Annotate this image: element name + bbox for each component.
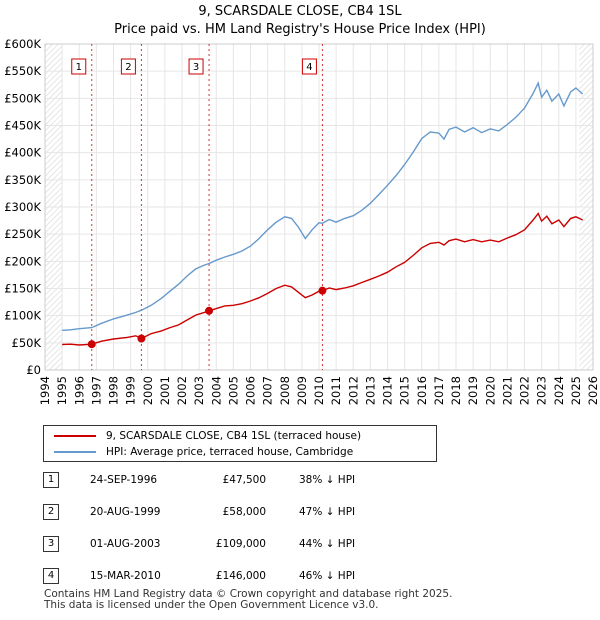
y-tick-label: £350K (4, 173, 41, 187)
sale-marker-box (301, 58, 317, 75)
sale-price: £58,000 (222, 506, 266, 518)
x-tick-label: 1996 (72, 376, 86, 405)
x-tick-label: 1999 (124, 376, 138, 405)
x-tick-label: 2001 (158, 376, 172, 405)
sale-hpi-diff: 46% ↓ HPI (299, 570, 356, 582)
x-tick-label: 1994 (38, 376, 52, 405)
x-tick-label: 2020 (483, 376, 497, 405)
sale-hpi-diff: 47% ↓ HPI (299, 506, 356, 518)
y-tick-label: £200K (4, 254, 41, 268)
x-tick-label: 2025 (569, 376, 583, 405)
y-tick-label: £50K (12, 336, 42, 350)
legend-item-property: 9, SCARSDALE CLOSE, CB4 1SL (terraced ho… (54, 428, 361, 444)
chart-subtitle: Price paid vs. HM Land Registry's House … (114, 22, 486, 37)
footer: Contains HM Land Registry data © Crown c… (44, 589, 452, 611)
sale-marker-label: 2 (125, 62, 131, 73)
x-tick-label: 2000 (141, 376, 155, 405)
sale-point (318, 286, 327, 295)
footer-line-1: Contains HM Land Registry data © Crown c… (44, 588, 453, 600)
x-tick-label: 1995 (55, 376, 69, 405)
x-tick-label: 2005 (226, 376, 240, 405)
sale-marker-label: 1 (43, 472, 59, 488)
sale-price: £146,000 (215, 570, 266, 582)
sale-date: 20-AUG-1999 (90, 506, 161, 518)
x-tick-label: 2026 (586, 376, 600, 405)
sale-date: 15-MAR-2010 (90, 570, 161, 582)
hpi-line (62, 81, 584, 331)
y-tick-label: £400K (4, 146, 41, 160)
legend-label-property: 9, SCARSDALE CLOSE, CB4 1SL (terraced ho… (106, 430, 362, 442)
sale-marker-label: 1 (76, 62, 82, 73)
x-tick-label: 2018 (449, 376, 463, 405)
sale-point (205, 306, 214, 315)
sale-marker-label: 2 (43, 504, 59, 520)
sale-price: £109,000 (215, 538, 266, 550)
sale-hpi-diff: 38% ↓ HPI (299, 474, 356, 486)
legend-item-hpi: HPI: Average price, terraced house, Camb… (54, 444, 353, 460)
sale-marker-label: 4 (43, 568, 59, 584)
y-tick-label: £150K (4, 282, 41, 296)
plot-frame (44, 43, 594, 371)
sale-date: 24-SEP-1996 (90, 474, 158, 486)
x-tick-label: 2024 (552, 376, 566, 405)
plot-area: 1 2 3 4 £0 £50K £100K £150K £200K £250K £300K £350K… (4, 37, 600, 405)
sale-marker-label: 3 (193, 62, 199, 73)
y-tick-label: £500K (4, 91, 41, 105)
sale-point (137, 334, 146, 343)
y-tick-label: £450K (4, 119, 41, 133)
sale-marker-box (188, 58, 204, 75)
x-tick-label: 2017 (432, 376, 446, 405)
sale-marker-label: 4 (306, 62, 312, 73)
legend-swatch-property (54, 435, 96, 437)
legend-label-hpi: HPI: Average price, terraced house, Camb… (106, 446, 354, 458)
chart-title: 9, SCARSDALE CLOSE, CB4 1SL (198, 4, 402, 19)
footer-line-2: This data is licensed under the Open Gov… (44, 599, 379, 611)
y-tick-label: £100K (4, 309, 41, 323)
x-tick-label: 2013 (363, 376, 377, 405)
x-tick-label: 2016 (415, 376, 429, 405)
sale-marker-box (120, 58, 136, 75)
x-tick-label: 2019 (466, 376, 480, 405)
x-tick-label: 2002 (175, 376, 189, 405)
x-tick-label: 2015 (398, 376, 412, 405)
sale-price: £47,500 (222, 474, 266, 486)
property-price-line (62, 212, 583, 346)
x-tick-label: 2011 (329, 376, 343, 405)
x-tick-label: 2012 (346, 376, 360, 405)
y-tick-label: £600K (4, 37, 41, 51)
price-chart: 9, SCARSDALE CLOSE, CB4 1SL Price paid v… (4, 4, 600, 405)
sale-point (87, 340, 96, 349)
y-tick-label: £300K (4, 200, 41, 214)
x-tick-label: 2010 (312, 376, 326, 405)
x-tick-label: 2007 (261, 376, 275, 405)
x-tick-label: 2009 (295, 376, 309, 405)
x-tick-label: 2021 (500, 376, 514, 405)
x-tick-label: 1997 (89, 376, 103, 405)
x-tick-label: 2003 (192, 376, 206, 405)
y-tick-label: £0 (26, 363, 41, 377)
x-tick-label: 1998 (107, 376, 121, 405)
x-tick-label: 2022 (518, 376, 532, 405)
sale-marker-box (71, 58, 87, 75)
y-tick-label: £250K (4, 227, 41, 241)
x-tick-label: 2006 (244, 376, 258, 405)
legend: 9, SCARSDALE CLOSE, CB4 1SL (terraced ho… (43, 425, 437, 462)
y-tick-label: £550K (4, 64, 41, 78)
sale-hpi-diff: 44% ↓ HPI (299, 538, 356, 550)
sale-date: 01-AUG-2003 (90, 538, 161, 550)
x-tick-label: 2004 (209, 376, 223, 405)
legend-swatch-hpi (54, 451, 96, 453)
sale-marker-label: 3 (43, 536, 59, 552)
x-tick-label: 2008 (278, 376, 292, 405)
x-tick-label: 2023 (535, 376, 549, 405)
x-tick-label: 2014 (381, 376, 395, 405)
